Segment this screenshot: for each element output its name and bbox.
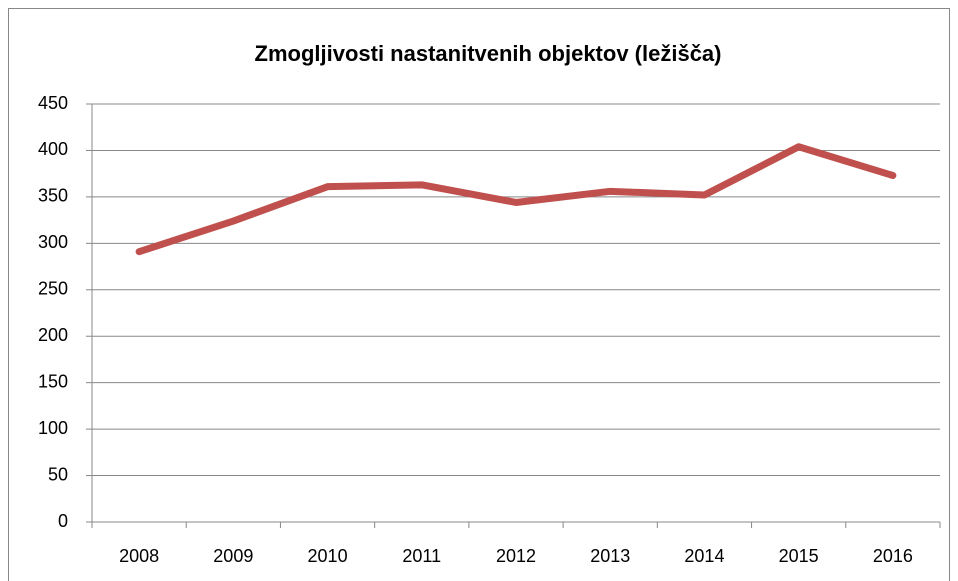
y-tick-label: 400: [38, 139, 68, 159]
chart-frame: [8, 8, 950, 581]
data-line: [135, 143, 897, 256]
x-tick-label: 2016: [873, 546, 913, 566]
y-tick-label: 450: [38, 93, 68, 113]
x-tick-label: 2014: [684, 546, 724, 566]
x-tick-label: 2012: [496, 546, 536, 566]
x-tick-label: 2009: [213, 546, 253, 566]
x-tick-label: 2015: [779, 546, 819, 566]
y-tick-label: 100: [38, 418, 68, 438]
x-tick-label: 2011: [402, 546, 441, 566]
y-tick-label: 0: [58, 511, 68, 531]
y-tick-label: 350: [38, 186, 68, 206]
x-tick-label: 2013: [590, 546, 630, 566]
x-tick-label: 2008: [119, 546, 159, 566]
x-tick-label: 2010: [308, 546, 348, 566]
y-tick-label: 300: [38, 232, 68, 252]
chart-title: Zmogljivosti nastanitvenih objektov (lež…: [255, 41, 722, 66]
y-tick-label: 250: [38, 279, 68, 299]
y-tick-label: 150: [38, 371, 68, 391]
y-tick-label: 50: [48, 464, 68, 484]
y-tick-label: 200: [38, 325, 68, 345]
